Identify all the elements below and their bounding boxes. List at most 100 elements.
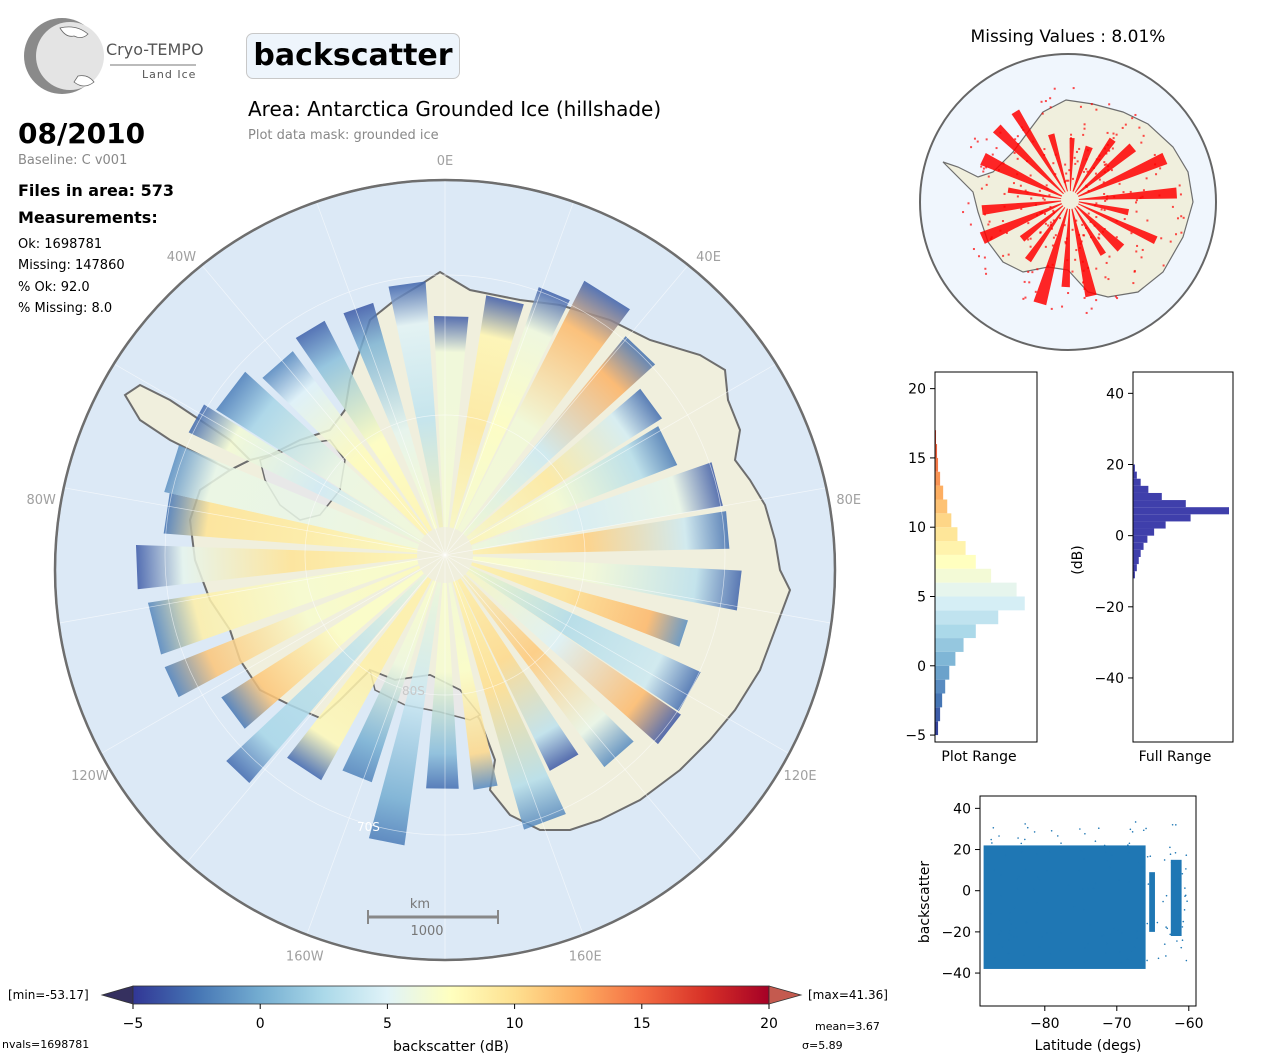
scatter-point <box>1000 929 1003 932</box>
scatter-point <box>1017 888 1019 891</box>
scatter-point <box>1163 859 1166 861</box>
files-count: Files in area: 573 <box>18 181 174 200</box>
missing-point <box>983 256 986 259</box>
scatter-point <box>1134 821 1137 823</box>
hist-bar <box>935 693 943 708</box>
missing-point <box>1112 137 1115 140</box>
colorbar-tick: 5 <box>383 1016 392 1032</box>
scatter-point <box>1145 827 1147 830</box>
hist-bar <box>935 610 999 625</box>
scatter-point <box>1156 921 1159 924</box>
missing-point <box>1180 215 1183 218</box>
missing-point <box>999 229 1002 232</box>
scatter-point <box>1186 900 1188 903</box>
missing-point <box>1133 269 1136 272</box>
missing-point <box>1044 245 1047 248</box>
scatter-point <box>1130 959 1133 962</box>
hist-bar <box>935 527 958 542</box>
lon-label-0e: 0E <box>437 154 454 169</box>
missing-point <box>1097 236 1100 239</box>
hist-bar <box>1133 507 1229 515</box>
hist-bar <box>935 568 992 583</box>
scatter-point <box>1180 946 1183 949</box>
missing-point <box>980 187 983 190</box>
scatter-point <box>1136 924 1139 926</box>
missing-point <box>1094 172 1097 175</box>
missing-point <box>1049 224 1052 227</box>
scatter-point <box>1013 906 1016 909</box>
hist-bar <box>935 638 964 652</box>
scatter-ytick: −40 <box>941 966 971 982</box>
missing-point <box>1082 269 1085 272</box>
missing-point <box>1046 187 1049 190</box>
scatter-point <box>1070 960 1073 962</box>
scatter-point <box>1133 946 1136 948</box>
scatter-xtick: −60 <box>1174 1016 1204 1032</box>
missing-point <box>1095 216 1098 219</box>
missing-point <box>1107 169 1110 172</box>
missing-swath <box>1070 200 1107 256</box>
hist-bar <box>935 596 1025 611</box>
scatter-point <box>1026 826 1029 829</box>
missing-point <box>1032 140 1035 143</box>
missing-point <box>997 169 1000 172</box>
missing-swath <box>1033 200 1070 306</box>
missing-point <box>985 166 988 169</box>
track-swath <box>445 462 723 555</box>
missing-point <box>1052 211 1055 214</box>
hist-bar <box>935 707 941 722</box>
missing-point <box>1013 151 1016 154</box>
missing-point <box>1155 173 1158 176</box>
main-map: 0E 40E 80E 120E 160E 160W 120W 80W 40W 80S 70S k… <box>27 154 862 964</box>
scatter-point <box>1129 828 1132 831</box>
missing-swath <box>992 124 1070 200</box>
missing-point <box>1026 191 1029 194</box>
plot-range-label: Plot Range <box>941 749 1016 765</box>
missing-point <box>1105 163 1108 166</box>
missing-point <box>967 202 970 205</box>
scatter-ytick: 20 <box>953 843 971 859</box>
scatter-point <box>1146 855 1149 858</box>
missing-point <box>1052 236 1055 239</box>
missing-point <box>1135 250 1138 253</box>
missing-point <box>1087 266 1090 269</box>
scatter-point <box>1162 900 1164 903</box>
scatter-point <box>1060 931 1062 934</box>
scatter-band <box>983 845 1146 969</box>
missing-point <box>977 255 980 258</box>
missing-point <box>1059 217 1062 220</box>
missing-point <box>1074 258 1077 261</box>
missing-point <box>1135 210 1138 213</box>
missing-point <box>1007 253 1010 256</box>
missing-point <box>984 267 987 270</box>
scatter-point <box>1138 861 1141 864</box>
track-swath <box>287 555 445 781</box>
hist-bar <box>935 541 966 555</box>
missing-point <box>1107 278 1110 281</box>
track-swath <box>164 445 446 555</box>
hist-tick: 40 <box>1106 386 1124 402</box>
lat-label-80s: 80S <box>402 684 425 698</box>
missing-point <box>962 211 965 214</box>
scatter-point <box>1184 887 1186 889</box>
missing-point <box>1086 149 1089 152</box>
missing-point <box>985 183 988 186</box>
scatter-ylabel: backscatter <box>917 861 933 943</box>
scatter-point <box>1120 961 1123 964</box>
page-title: Area: Antarctica Grounded Ice (hillshade… <box>248 97 662 121</box>
nvals-label: nvals=1698781 <box>2 1038 90 1051</box>
missing-point <box>1106 144 1109 147</box>
scatter-point <box>1010 934 1012 937</box>
missing-point <box>1115 220 1118 223</box>
missing-swath <box>1024 200 1070 263</box>
missing-point <box>1002 162 1005 165</box>
scatter-point <box>1171 823 1174 826</box>
hist-bar <box>1133 521 1166 529</box>
missing-point <box>1065 237 1068 240</box>
missing-point <box>1122 191 1125 194</box>
mask-note: Plot data mask: grounded ice <box>248 128 439 143</box>
scatter-point <box>1142 849 1144 852</box>
scatter-point <box>987 864 990 866</box>
scatter-point <box>1038 946 1041 948</box>
missing-point <box>1083 287 1086 290</box>
